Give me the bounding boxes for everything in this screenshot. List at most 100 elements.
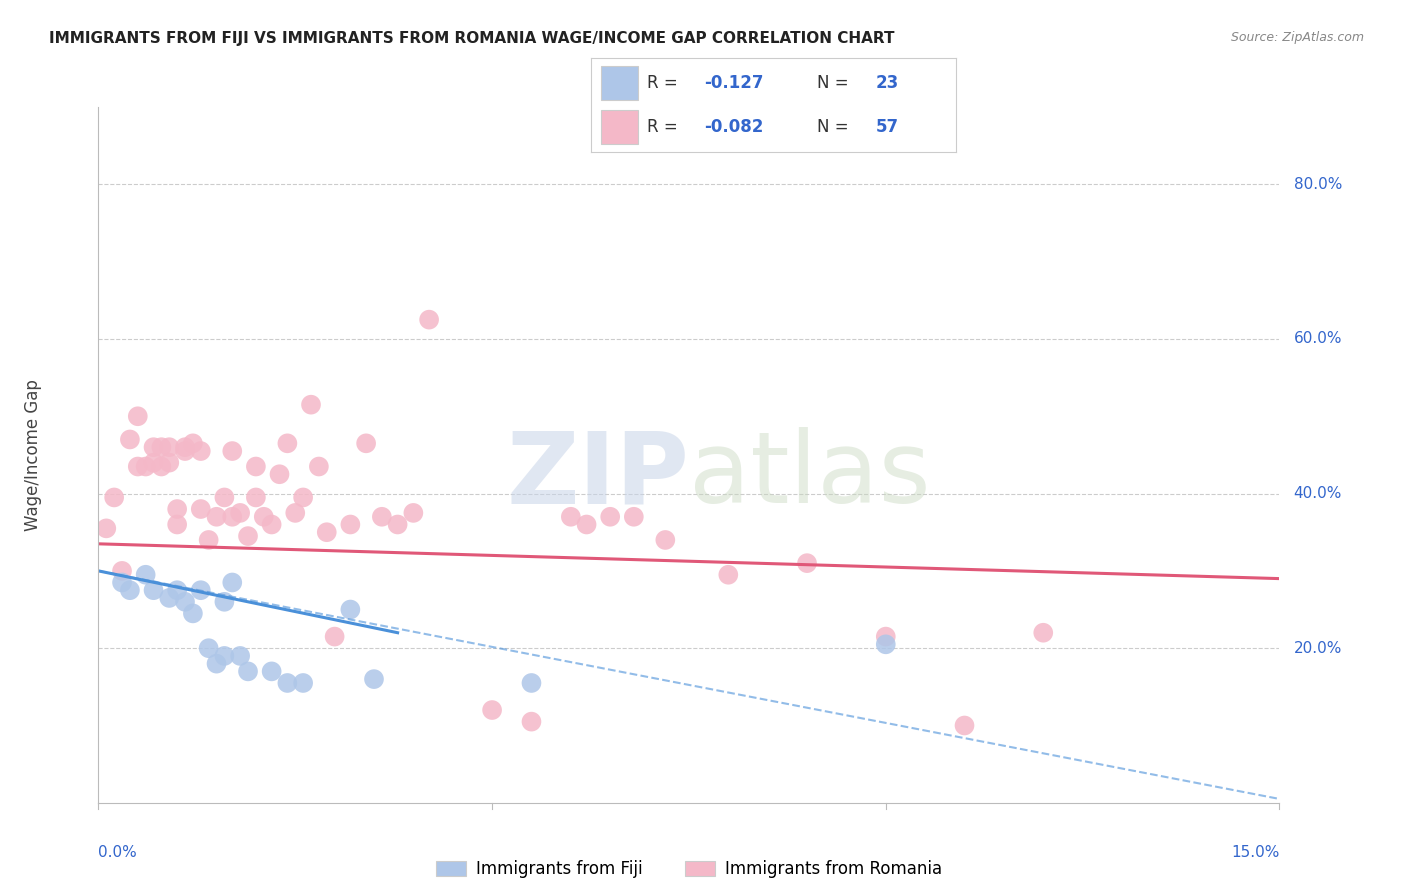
Point <box>236 665 259 679</box>
Text: 60.0%: 60.0% <box>1294 332 1343 346</box>
Point <box>363 672 385 686</box>
Point <box>103 491 125 505</box>
Point <box>166 517 188 532</box>
Text: N =: N = <box>817 74 849 92</box>
Point <box>96 521 118 535</box>
Point <box>236 529 259 543</box>
Point <box>269 467 291 482</box>
Point <box>181 607 204 621</box>
Point <box>135 567 157 582</box>
Point <box>174 595 197 609</box>
Point <box>150 440 173 454</box>
Point <box>142 440 165 454</box>
Text: N =: N = <box>817 119 849 136</box>
Point <box>1032 625 1054 640</box>
Point <box>253 509 276 524</box>
Text: -0.082: -0.082 <box>704 119 763 136</box>
Text: 57: 57 <box>876 119 898 136</box>
Point <box>229 506 252 520</box>
Point <box>245 459 267 474</box>
Point <box>157 440 180 454</box>
Point <box>520 714 543 729</box>
Point <box>260 517 283 532</box>
Point <box>221 509 243 524</box>
Point <box>402 506 425 520</box>
Point <box>796 556 818 570</box>
Point <box>135 459 157 474</box>
Point <box>245 491 267 505</box>
Point <box>166 583 188 598</box>
Point <box>387 517 409 532</box>
Point <box>157 456 180 470</box>
Point <box>111 575 134 590</box>
Point <box>181 436 204 450</box>
Point <box>205 509 228 524</box>
Point <box>214 595 236 609</box>
Point <box>339 602 361 616</box>
Point <box>575 517 598 532</box>
Point <box>308 459 330 474</box>
Point <box>150 459 173 474</box>
Text: 0.0%: 0.0% <box>98 845 138 860</box>
Text: 15.0%: 15.0% <box>1232 845 1279 860</box>
Point <box>284 506 307 520</box>
Point <box>229 648 252 663</box>
Point <box>221 444 243 458</box>
Point <box>142 456 165 470</box>
Point <box>118 433 141 447</box>
Text: ZIP: ZIP <box>506 427 689 524</box>
Point <box>875 637 897 651</box>
Point <box>157 591 180 605</box>
Point <box>339 517 361 532</box>
Point <box>111 564 134 578</box>
Point <box>717 567 740 582</box>
Point <box>127 409 149 424</box>
Point <box>221 575 243 590</box>
Text: 20.0%: 20.0% <box>1294 640 1341 656</box>
Point <box>481 703 503 717</box>
Point <box>197 641 219 656</box>
Point <box>371 509 394 524</box>
Point <box>599 509 621 524</box>
Point <box>654 533 676 547</box>
Point <box>190 444 212 458</box>
FancyBboxPatch shape <box>602 111 638 145</box>
Text: 80.0%: 80.0% <box>1294 177 1341 192</box>
Point <box>520 676 543 690</box>
Text: IMMIGRANTS FROM FIJI VS IMMIGRANTS FROM ROMANIA WAGE/INCOME GAP CORRELATION CHAR: IMMIGRANTS FROM FIJI VS IMMIGRANTS FROM … <box>49 31 894 46</box>
FancyBboxPatch shape <box>602 66 638 100</box>
Point <box>276 676 298 690</box>
Point <box>118 583 141 598</box>
Text: 23: 23 <box>876 74 898 92</box>
Point <box>418 312 440 326</box>
Point <box>174 440 197 454</box>
Point <box>299 398 322 412</box>
Text: Wage/Income Gap: Wage/Income Gap <box>24 379 42 531</box>
Point <box>190 583 212 598</box>
Text: Source: ZipAtlas.com: Source: ZipAtlas.com <box>1230 31 1364 45</box>
Point <box>197 533 219 547</box>
Point <box>205 657 228 671</box>
Text: atlas: atlas <box>689 427 931 524</box>
Legend: Immigrants from Fiji, Immigrants from Romania: Immigrants from Fiji, Immigrants from Ro… <box>430 854 948 885</box>
Point <box>174 444 197 458</box>
Point <box>142 583 165 598</box>
Point <box>560 509 582 524</box>
Point <box>292 676 315 690</box>
Point <box>875 630 897 644</box>
Point <box>190 502 212 516</box>
Point <box>953 718 976 732</box>
Text: 40.0%: 40.0% <box>1294 486 1341 501</box>
Text: R =: R = <box>647 119 678 136</box>
Point <box>623 509 645 524</box>
Text: -0.127: -0.127 <box>704 74 763 92</box>
Point <box>315 525 337 540</box>
Point <box>260 665 283 679</box>
Point <box>276 436 298 450</box>
Point <box>166 502 188 516</box>
Point <box>127 459 149 474</box>
Point <box>292 491 315 505</box>
Point <box>214 648 236 663</box>
Text: R =: R = <box>647 74 678 92</box>
Point <box>323 630 346 644</box>
